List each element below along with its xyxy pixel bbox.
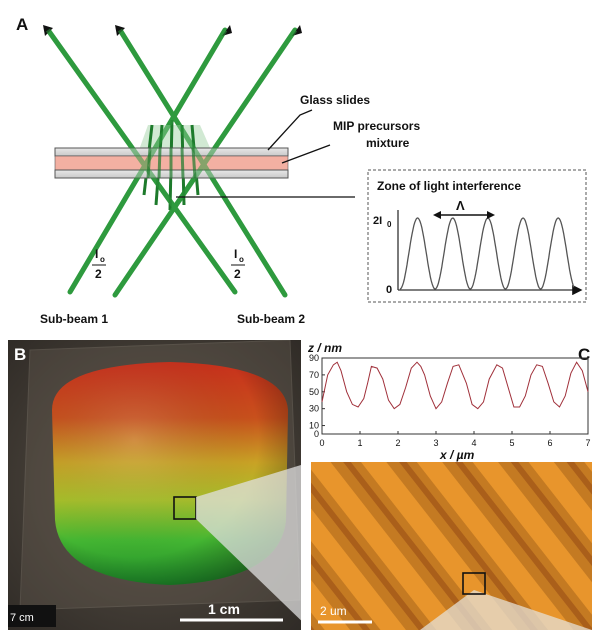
x-ticks: 0 1 2 3 4 5 6 7 xyxy=(319,431,591,448)
panel-c: C z / nm x / µm 010 30 50 70 90 0 1 2 3 4 5 6 7 2 u… xyxy=(307,341,592,630)
inset-y-top-sub: 0 xyxy=(387,220,392,229)
x-tick-label: 4 xyxy=(471,438,476,448)
inset-y-top-label: 2I xyxy=(373,215,382,227)
plot-frame xyxy=(321,357,589,435)
panel-a: A xyxy=(16,15,587,326)
inset-y-zero-label: 0 xyxy=(386,284,392,296)
y-tick-label: 10 xyxy=(309,421,319,431)
corner-label: 7 cm xyxy=(10,612,34,624)
y-tick-label: 90 xyxy=(309,353,319,363)
intensity-fraction-right: I o 2 xyxy=(231,247,245,281)
panel-b: 1 cm 7 cm xyxy=(8,340,301,630)
scale-bar-b-label: 1 cm xyxy=(208,601,240,617)
y-tick-label: 50 xyxy=(309,387,319,397)
scale-bar-c-label: 2 um xyxy=(320,604,347,618)
y-tick-label: 70 xyxy=(309,370,319,380)
glass-slides-label: Glass slides xyxy=(300,93,370,107)
x-tick-label: 7 xyxy=(585,438,590,448)
x-tick-label: 2 xyxy=(395,438,400,448)
svg-text:2: 2 xyxy=(234,267,241,281)
profile-line xyxy=(321,361,589,410)
svg-text:o: o xyxy=(100,255,105,264)
sub-beam-2-label: Sub-beam 2 xyxy=(237,312,305,326)
beam-arrowheads xyxy=(43,25,302,36)
x-tick-label: 5 xyxy=(509,438,514,448)
glass-slide-stack xyxy=(45,28,298,297)
mip-label-line1: MIP precursors xyxy=(333,119,420,133)
panel-c-label: C xyxy=(578,345,590,364)
corner-label-box xyxy=(8,605,56,627)
interference-inset: Zone of light interference 2I 0 0 Λ xyxy=(367,169,587,303)
svg-text:2: 2 xyxy=(95,267,102,281)
x-tick-label: 1 xyxy=(357,438,362,448)
x-tick-label: 3 xyxy=(433,438,438,448)
afm-image: 2 um xyxy=(311,462,592,630)
x-tick-label: 0 xyxy=(319,438,324,448)
x-axis-title: x / µm xyxy=(439,448,475,462)
svg-text:I: I xyxy=(234,247,237,261)
y-tick-label: 0 xyxy=(314,429,319,439)
sub-beam-1-label: Sub-beam 1 xyxy=(40,312,108,326)
y-ticks: 010 30 50 70 90 xyxy=(309,353,325,439)
inset-title: Zone of light interference xyxy=(377,179,521,193)
panel-b-label: B xyxy=(14,345,26,364)
zoom-box-c xyxy=(462,572,486,595)
svg-text:I: I xyxy=(95,247,98,261)
height-profile-chart: z / nm x / µm 010 30 50 70 90 0 1 2 3 4 5 6 7 xyxy=(307,341,591,462)
intensity-fraction-left: I o 2 xyxy=(92,247,106,281)
mip-label-line2: mixture xyxy=(366,136,410,150)
panel-a-label: A xyxy=(16,15,28,34)
afm-zoom-cone xyxy=(420,590,592,630)
afm-background xyxy=(311,462,592,630)
period-marker: Λ xyxy=(433,198,495,219)
x-tick-label: 6 xyxy=(547,438,552,448)
zoom-cone xyxy=(196,465,301,621)
svg-text:o: o xyxy=(239,255,244,264)
profile-series xyxy=(321,361,589,410)
y-axis-title: z / nm xyxy=(307,341,342,355)
period-symbol: Λ xyxy=(456,198,465,213)
y-tick-label: 30 xyxy=(309,404,319,414)
leaders xyxy=(176,109,355,198)
